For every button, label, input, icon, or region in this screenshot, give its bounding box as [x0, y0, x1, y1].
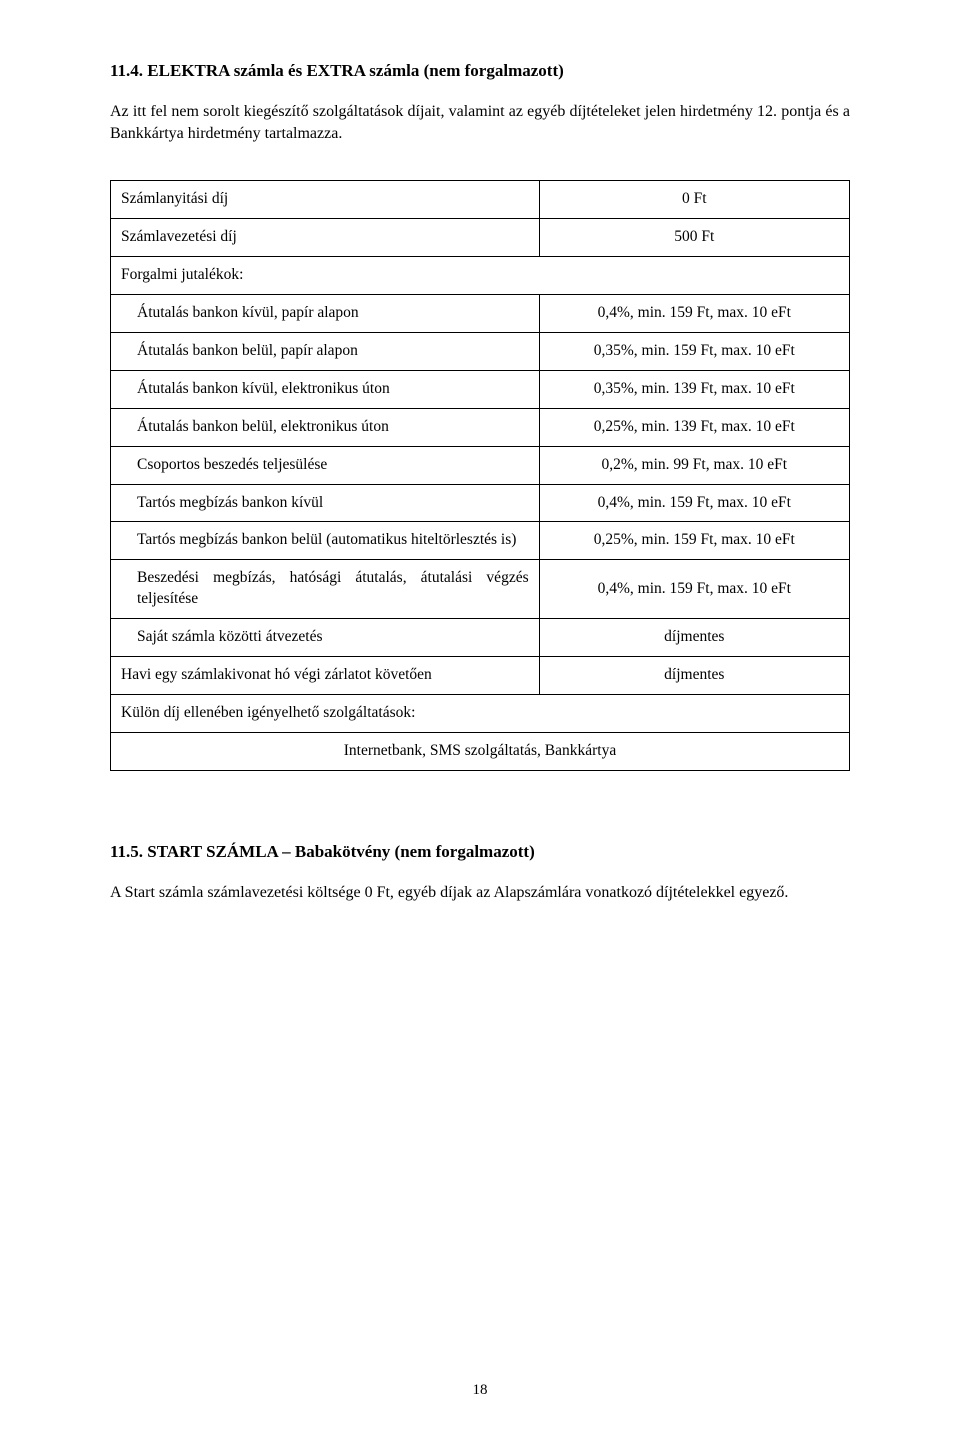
fee-label: Átutalás bankon kívül, elektronikus úton [111, 370, 540, 408]
section-11-4-heading: 11.4. ELEKTRA számla és EXTRA számla (ne… [110, 60, 850, 83]
section-11-4: 11.4. ELEKTRA számla és EXTRA számla (ne… [110, 60, 850, 144]
fee-value: 0,4%, min. 159 Ft, max. 10 eFt [539, 560, 849, 619]
fee-label: Tartós megbízás bankon kívül [111, 484, 540, 522]
fee-label: Forgalmi jutalékok: [111, 256, 540, 294]
table-row: Átutalás bankon kívül, papír alapon0,4%,… [111, 294, 850, 332]
fee-value: 0,25%, min. 159 Ft, max. 10 eFt [539, 522, 849, 560]
fee-label: Számlavezetési díj [111, 219, 540, 257]
table-row: Forgalmi jutalékok: [111, 256, 850, 294]
table-row: Átutalás bankon belül, elektronikus úton… [111, 408, 850, 446]
table-row: Beszedési megbízás, hatósági átutalás, á… [111, 560, 850, 619]
fee-value: 0,4%, min. 159 Ft, max. 10 eFt [539, 294, 849, 332]
table-row: Csoportos beszedés teljesülése0,2%, min.… [111, 446, 850, 484]
table-row: Internetbank, SMS szolgáltatás, Bankkárt… [111, 732, 850, 770]
table-row: Számlavezetési díj500 Ft [111, 219, 850, 257]
table-row: Számlanyitási díj0 Ft [111, 181, 850, 219]
fee-label: Átutalás bankon kívül, papír alapon [111, 294, 540, 332]
fee-label: Átutalás bankon belül, elektronikus úton [111, 408, 540, 446]
fee-value [539, 256, 849, 294]
fee-label: Átutalás bankon belül, papír alapon [111, 332, 540, 370]
fee-label: Külön díj ellenében igényelhető szolgált… [111, 695, 540, 733]
section-11-4-paragraph: Az itt fel nem sorolt kiegészítő szolgál… [110, 101, 850, 144]
table-row: Havi egy számlakivonat hó végi zárlatot … [111, 657, 850, 695]
fee-value: 0,35%, min. 139 Ft, max. 10 eFt [539, 370, 849, 408]
table-row: Saját számla közötti átvezetésdíjmentes [111, 619, 850, 657]
fee-label: Számlanyitási díj [111, 181, 540, 219]
fee-label: Havi egy számlakivonat hó végi zárlatot … [111, 657, 540, 695]
fee-value: 500 Ft [539, 219, 849, 257]
table-row: Átutalás bankon kívül, elektronikus úton… [111, 370, 850, 408]
fee-table: Számlanyitási díj0 FtSzámlavezetési díj5… [110, 180, 850, 771]
section-11-5-heading: 11.5. START SZÁMLA – Babakötvény (nem fo… [110, 841, 850, 864]
table-row: Tartós megbízás bankon belül (automatiku… [111, 522, 850, 560]
fee-value: díjmentes [539, 619, 849, 657]
section-11-5: 11.5. START SZÁMLA – Babakötvény (nem fo… [110, 841, 850, 904]
fee-value [539, 695, 849, 733]
fee-label: Saját számla közötti átvezetés [111, 619, 540, 657]
table-row: Átutalás bankon belül, papír alapon0,35%… [111, 332, 850, 370]
table-row: Külön díj ellenében igényelhető szolgált… [111, 695, 850, 733]
fee-label: Beszedési megbízás, hatósági átutalás, á… [111, 560, 540, 619]
fee-value: 0,4%, min. 159 Ft, max. 10 eFt [539, 484, 849, 522]
fee-value: 0,35%, min. 159 Ft, max. 10 eFt [539, 332, 849, 370]
fee-value: 0 Ft [539, 181, 849, 219]
table-row: Tartós megbízás bankon kívül0,4%, min. 1… [111, 484, 850, 522]
fee-label: Tartós megbízás bankon belül (automatiku… [111, 522, 540, 560]
fee-footer: Internetbank, SMS szolgáltatás, Bankkárt… [111, 732, 850, 770]
fee-value: díjmentes [539, 657, 849, 695]
section-11-5-paragraph: A Start számla számlavezetési költsége 0… [110, 882, 850, 904]
fee-value: 0,25%, min. 139 Ft, max. 10 eFt [539, 408, 849, 446]
fee-value: 0,2%, min. 99 Ft, max. 10 eFt [539, 446, 849, 484]
page-number: 18 [0, 1380, 960, 1400]
fee-label: Csoportos beszedés teljesülése [111, 446, 540, 484]
